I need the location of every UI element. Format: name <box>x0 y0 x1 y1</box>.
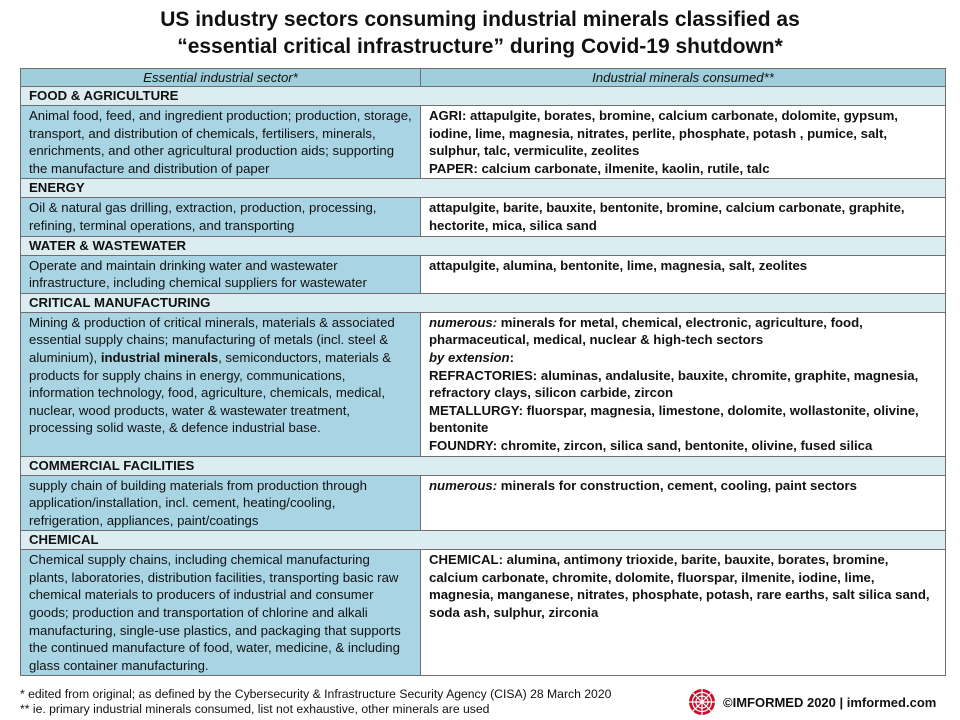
sector-description: Animal food, feed, and ingredient produc… <box>20 104 421 180</box>
minerals-cell: attapulgite, barite, bauxite, bentonite,… <box>420 197 946 237</box>
minerals-line: CHEMICAL: alumina, antimony trioxide, ba… <box>429 552 930 621</box>
sector-description: Operate and maintain drinking water and … <box>20 254 421 294</box>
section-row: CHEMICAL <box>20 530 946 551</box>
minerals-cell: AGRI: attapulgite, borates, bromine, cal… <box>420 104 946 180</box>
description-text: , semiconductors, materials & products f… <box>29 349 392 436</box>
minerals-line: FOUNDRY: chromite, zircon, silica sand, … <box>429 437 873 453</box>
sector-description: Chemical supply chains, including chemic… <box>20 549 421 677</box>
numerous-text: minerals for construction, cement, cooli… <box>497 477 857 493</box>
table-row: Oil & natural gas drilling, extraction, … <box>20 197 946 237</box>
minerals-cell: numerous: minerals for metal, chemical, … <box>420 311 946 457</box>
table-row: Animal food, feed, and ingredient produc… <box>20 104 946 180</box>
section-title-energy: ENERGY <box>20 178 946 199</box>
minerals-line: METALLURGY: fluorspar, magnesia, limesto… <box>429 402 919 436</box>
page-title: US industry sectors consuming industrial… <box>0 6 960 60</box>
section-row: COMMERCIAL FACILITIES <box>20 455 946 476</box>
minerals-line: AGRI: attapulgite, borates, bromine, cal… <box>429 108 898 159</box>
footnotes: * edited from original; as defined by th… <box>20 687 611 717</box>
header-minerals: Industrial minerals consumed** <box>420 68 946 87</box>
title-line-2: “essential critical infrastructure” duri… <box>177 35 783 58</box>
brand-text: ©IMFORMED 2020 | imformed.com <box>723 694 937 710</box>
numerous-text: minerals for metal, chemical, electronic… <box>429 314 863 348</box>
table-row: Mining & production of critical minerals… <box>20 311 946 457</box>
table-header-row: Essential industrial sector* Industrial … <box>20 68 946 87</box>
minerals-cell: CHEMICAL: alumina, antimony trioxide, ba… <box>420 549 946 677</box>
title-line-1: US industry sectors consuming industrial… <box>160 8 800 31</box>
description-text: Mining & production of critical minerals… <box>29 314 395 365</box>
section-title-commercial-facilities: COMMERCIAL FACILITIES <box>20 455 946 476</box>
numerous-label: numerous: <box>429 477 498 493</box>
table-row: Operate and maintain drinking water and … <box>20 254 946 294</box>
minerals-cell: numerous: minerals for construction, cem… <box>420 474 946 532</box>
footnote-2: ** ie. primary industrial minerals consu… <box>20 702 490 716</box>
footnote-1: * edited from original; as defined by th… <box>20 687 612 701</box>
minerals-line: numerous: minerals for construction, cem… <box>429 477 937 495</box>
imformed-logo-icon <box>689 689 715 715</box>
sector-description: Oil & natural gas drilling, extraction, … <box>20 197 421 237</box>
section-title-chemical: CHEMICAL <box>20 530 946 551</box>
sector-description: Mining & production of critical minerals… <box>20 311 421 457</box>
section-row: CRITICAL MANUFACTURING <box>20 292 946 313</box>
minerals-line: numerous: minerals for metal, chemical, … <box>429 314 937 349</box>
header-sector: Essential industrial sector* <box>20 68 421 87</box>
section-title-food-agriculture: FOOD & AGRICULTURE <box>20 86 946 106</box>
minerals-cell: attapulgite, alumina, bentonite, lime, m… <box>420 254 946 294</box>
description-bold-text: industrial minerals <box>100 349 219 365</box>
sectors-table: Essential industrial sector* Industrial … <box>20 68 946 677</box>
section-row: WATER & WASTEWATER <box>20 235 946 256</box>
table-row: supply chain of building materials from … <box>20 474 946 532</box>
minerals-line: PAPER: calcium carbonate, ilmenite, kaol… <box>429 160 770 176</box>
section-title-critical-manufacturing: CRITICAL MANUFACTURING <box>20 292 946 313</box>
table-row: Chemical supply chains, including chemic… <box>20 549 946 677</box>
extension-label: by extension <box>429 349 510 365</box>
sector-description: supply chain of building materials from … <box>20 474 421 532</box>
section-row: ENERGY <box>20 178 946 199</box>
minerals-line: attapulgite, barite, bauxite, bentonite,… <box>429 200 905 233</box>
minerals-line: attapulgite, alumina, bentonite, lime, m… <box>429 257 808 273</box>
brand-credit: ©IMFORMED 2020 | imformed.com <box>688 688 948 716</box>
section-title-water-wastewater: WATER & WASTEWATER <box>20 235 946 256</box>
numerous-label: numerous: <box>429 314 498 330</box>
section-row: FOOD & AGRICULTURE <box>20 86 946 106</box>
minerals-line: REFRACTORIES: aluminas, andalusite, baux… <box>429 367 919 401</box>
extension-colon: : <box>509 349 515 365</box>
minerals-line: by extension: <box>429 349 937 367</box>
